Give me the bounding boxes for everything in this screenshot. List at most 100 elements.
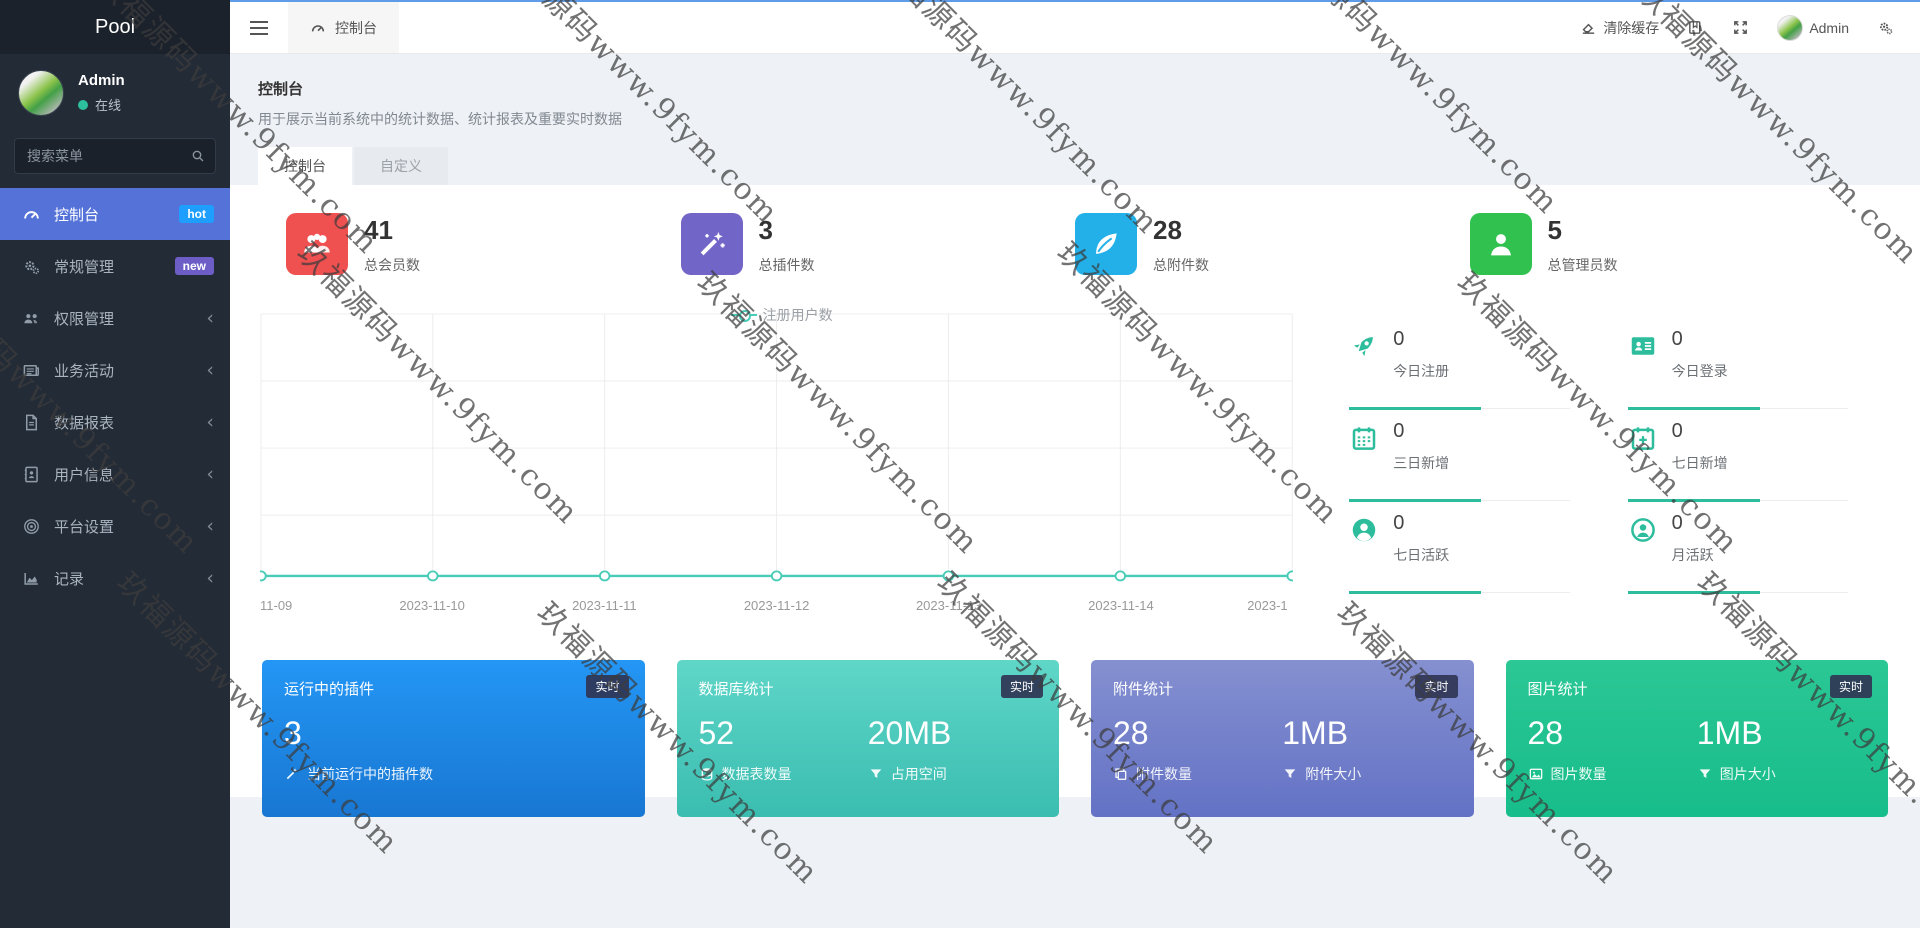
page-subtitle: 用于展示当前系统中的统计数据、统计报表及重要实时数据 bbox=[258, 111, 622, 127]
stat-plugins: 3 总插件数 bbox=[680, 213, 1076, 275]
stat-value: 28 bbox=[1153, 215, 1182, 245]
card-running-plugins: 运行中的插件 实时 3 当前运行中的插件数 bbox=[262, 660, 645, 817]
bullseye-icon bbox=[24, 518, 39, 534]
legend-label: 注册用户数 bbox=[762, 307, 833, 323]
new-badge: new bbox=[174, 257, 214, 275]
expand-icon bbox=[1734, 21, 1748, 34]
sidebar-item-general[interactable]: 常规管理 new bbox=[0, 240, 230, 292]
stat-value: 5 bbox=[1547, 215, 1562, 245]
user-circle-o-icon bbox=[1630, 518, 1655, 542]
stat-label: 总插件数 bbox=[758, 257, 815, 273]
avatar bbox=[1777, 14, 1804, 41]
users-icon bbox=[24, 313, 38, 323]
magic-wand-icon bbox=[680, 213, 743, 275]
sidebar-item-permissions[interactable]: 权限管理 ‹ bbox=[0, 292, 230, 344]
card-image-stats: 图片统计 实时 28 图片数量 1MB 图片大小 bbox=[1505, 660, 1888, 817]
user-panel: Admin 在线 bbox=[0, 54, 230, 130]
chart-legend[interactable]: 注册用户数 bbox=[260, 305, 1303, 325]
calendar-icon bbox=[1352, 427, 1376, 450]
chevron-left-icon: ‹ bbox=[206, 462, 214, 485]
x-axis-labels: 11-09 2023-11-10 2023-11-11 2023-11-12 2… bbox=[260, 598, 1288, 613]
stat-label: 总会员数 bbox=[364, 257, 420, 273]
content-tabs: 控制台 自定义 bbox=[258, 147, 1920, 185]
chevron-left-icon: ‹ bbox=[206, 306, 214, 329]
mini-stat-today-login: 0 今日登录 bbox=[1627, 317, 1848, 410]
dashboard-panel: 41 总会员数 3 总插件数 28 总附件数 bbox=[230, 185, 1920, 817]
mini-stat-3day-new: 0 三日新增 bbox=[1349, 409, 1570, 502]
topbar-username: Admin bbox=[1809, 19, 1849, 36]
chevron-left-icon: ‹ bbox=[206, 566, 214, 589]
stat-cards: 41 总会员数 3 总插件数 28 总附件数 bbox=[260, 213, 1890, 275]
mini-stats-grid: 0 今日注册 0 今日登录 0 三日新增 0 bbox=[1303, 313, 1890, 618]
sidebar-toggle-button[interactable] bbox=[230, 2, 288, 53]
topbar-right: 清除缓存 Admin bbox=[1580, 2, 1920, 53]
stat-label: 总管理员数 bbox=[1547, 257, 1618, 273]
menu-search bbox=[14, 138, 216, 174]
chevron-left-icon: ‹ bbox=[206, 358, 214, 381]
hamburger-icon bbox=[250, 20, 268, 35]
stat-label: 总附件数 bbox=[1153, 257, 1209, 273]
funnel-icon bbox=[870, 769, 882, 778]
stat-value: 3 bbox=[758, 215, 773, 245]
fullscreen-button[interactable] bbox=[1732, 19, 1749, 36]
realtime-badge: 实时 bbox=[1415, 675, 1458, 698]
stat-admins: 5 总管理员数 bbox=[1469, 213, 1865, 275]
book-icon bbox=[1689, 21, 1701, 34]
sidebar-menu: 控制台 hot 常规管理 new 权限管理 ‹ 业务活动 ‹ 数据报表 ‹ 用户… bbox=[0, 188, 230, 604]
settings-button[interactable] bbox=[1877, 19, 1894, 36]
chevron-left-icon: ‹ bbox=[206, 410, 214, 433]
eraser-icon bbox=[1582, 23, 1595, 34]
language-button[interactable] bbox=[1687, 19, 1704, 36]
tab-custom[interactable]: 自定义 bbox=[354, 147, 448, 185]
sidebar-item-platform[interactable]: 平台设置 ‹ bbox=[0, 500, 230, 552]
realtime-badge: 实时 bbox=[1000, 675, 1043, 698]
sidebar-item-reports[interactable]: 数据报表 ‹ bbox=[0, 396, 230, 448]
sidebar: Pool Admin 在线 控制台 hot 常规管理 new 权限管理 ‹ bbox=[0, 0, 230, 928]
mini-stat-today-register: 0 今日注册 bbox=[1349, 317, 1570, 410]
realtime-badge: 实时 bbox=[586, 675, 629, 698]
sidebar-item-logs[interactable]: 记录 ‹ bbox=[0, 552, 230, 604]
app-logo: Pool bbox=[0, 0, 230, 54]
copy-icon bbox=[1115, 768, 1127, 780]
sidebar-item-dashboard[interactable]: 控制台 hot bbox=[0, 188, 230, 240]
users-icon bbox=[286, 213, 348, 275]
user-circle-icon bbox=[1352, 518, 1376, 542]
leaf-icon bbox=[1075, 213, 1137, 275]
calendar-plus-icon bbox=[1631, 427, 1654, 450]
hot-badge: hot bbox=[179, 205, 214, 223]
tab-dashboard[interactable]: 控制台 bbox=[258, 147, 352, 185]
stat-value: 41 bbox=[364, 215, 393, 245]
page-title: 控制台 bbox=[258, 81, 304, 98]
file-icon bbox=[25, 414, 38, 430]
newspaper-icon bbox=[23, 364, 39, 376]
sidebar-item-userinfo[interactable]: 用户信息 ‹ bbox=[0, 448, 230, 500]
middle-row: 注册用户数 bbox=[255, 307, 1890, 618]
line-chart bbox=[255, 313, 1298, 582]
topbar: 控制台 清除缓存 Admin bbox=[230, 0, 1920, 54]
user-name: Admin bbox=[78, 72, 125, 89]
stat-members: 41 总会员数 bbox=[286, 213, 681, 275]
stat-attachments: 28 总附件数 bbox=[1075, 213, 1470, 275]
sidebar-item-business[interactable]: 业务活动 ‹ bbox=[0, 344, 230, 396]
rocket-icon bbox=[1354, 337, 1374, 357]
realtime-badge: 实时 bbox=[1829, 675, 1872, 698]
search-input[interactable] bbox=[14, 138, 216, 174]
user-status: 在线 bbox=[78, 95, 125, 114]
person-icon bbox=[1469, 213, 1532, 275]
user-menu[interactable]: Admin bbox=[1777, 14, 1849, 41]
topbar-tab-dashboard[interactable]: 控制台 bbox=[288, 2, 399, 53]
online-dot-icon bbox=[78, 99, 88, 110]
mini-stat-7day-new: 0 七日新增 bbox=[1627, 409, 1848, 502]
clear-cache-button[interactable]: 清除缓存 bbox=[1580, 18, 1659, 38]
card-attachment-stats: 附件统计 实时 28 附件数量 1MB 附件大小 bbox=[1091, 660, 1474, 817]
chart-area-icon bbox=[24, 572, 38, 585]
dashboard-icon bbox=[311, 24, 325, 31]
wand-icon bbox=[286, 768, 298, 780]
card-database-stats: 数据库统计 实时 52 数据表数量 20MB 占用空间 bbox=[676, 660, 1059, 817]
chevron-left-icon: ‹ bbox=[206, 514, 214, 537]
address-book-icon bbox=[24, 466, 38, 482]
funnel-icon bbox=[1284, 769, 1296, 778]
search-icon bbox=[192, 150, 204, 162]
realtime-cards: 运行中的插件 实时 3 当前运行中的插件数 数据库统计 实时 52 数据表数量 bbox=[260, 660, 1890, 817]
mini-stat-7day-active: 0 七日活跃 bbox=[1349, 501, 1570, 594]
